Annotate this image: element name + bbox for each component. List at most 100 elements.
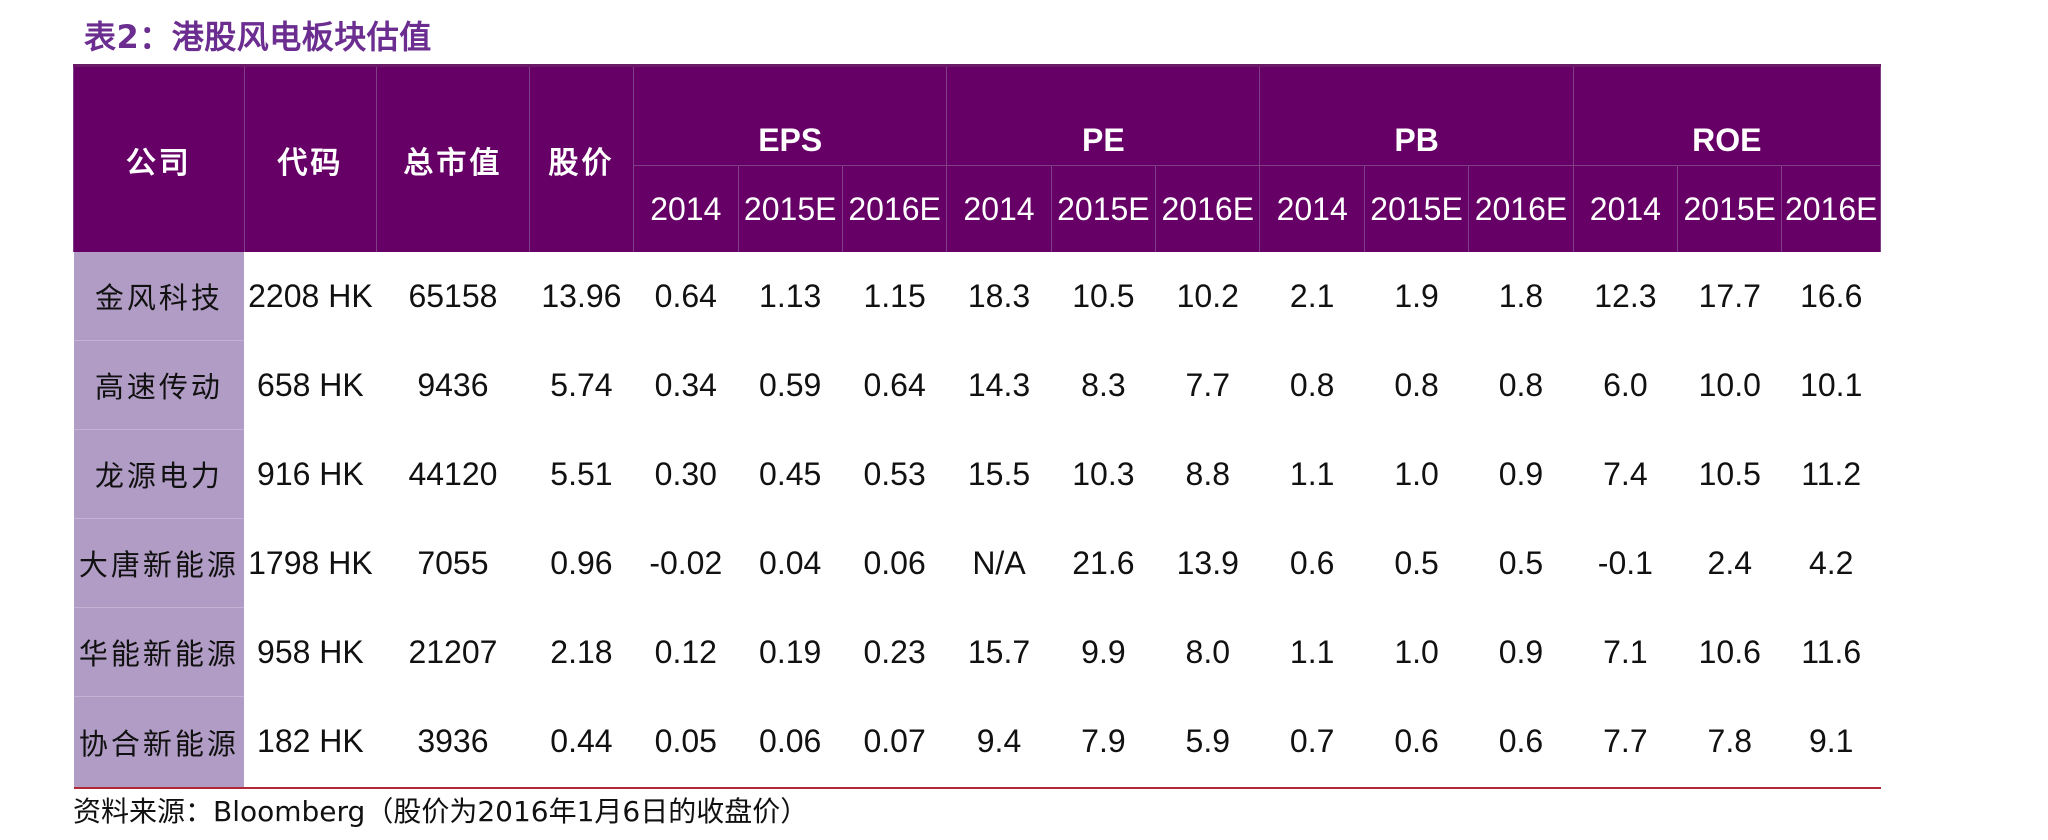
eps-2014: 0.12 bbox=[654, 633, 717, 670]
eps-2016e: 0.64 bbox=[863, 366, 926, 403]
header-group-pe: PE bbox=[946, 64, 1261, 166]
table-row: 大唐新能源 1798 HK 7055 0.96 -0.02 0.04 0.06 … bbox=[73, 518, 1881, 608]
roe-2016e: 9.1 bbox=[1781, 696, 1881, 789]
company-name: 龙源电力 bbox=[73, 429, 245, 519]
eps-2014: -0.02 bbox=[649, 544, 723, 581]
company-name: 高速传动 bbox=[73, 340, 245, 430]
company-name: 华能新能源 bbox=[73, 607, 245, 697]
eps-2015e: 0.04 bbox=[759, 544, 822, 581]
header-market-cap: 总市值 bbox=[376, 64, 530, 252]
header-group-pb: PB bbox=[1259, 64, 1574, 166]
pe-2014: 15.5 bbox=[967, 455, 1031, 492]
pb-2014: 1.1 bbox=[1289, 633, 1335, 670]
pb-2015e: 1.9 bbox=[1394, 277, 1439, 314]
eps-2016e: 0.23 bbox=[863, 633, 926, 670]
table-row: 金风科技 2208 HK 65158 13.96 0.64 1.13 1.15 … bbox=[73, 252, 1881, 341]
table-title: 表2：港股风电板块估值 bbox=[84, 18, 432, 56]
roe-2015e: 17.7 bbox=[1698, 277, 1761, 314]
header-group-roe: ROE bbox=[1572, 64, 1882, 166]
pb-2014: 0.7 bbox=[1259, 696, 1365, 789]
roe-2016e: 11.6 bbox=[1801, 633, 1862, 670]
pb-2015e: 1.0 bbox=[1394, 633, 1439, 670]
stock-price: 13.96 bbox=[541, 277, 622, 314]
market-cap: 7055 bbox=[417, 544, 489, 581]
pb-2016e: 0.6 bbox=[1468, 696, 1574, 789]
header-pb-2015e: 2015E bbox=[1363, 165, 1470, 252]
header-pe-2016e: 2016E bbox=[1155, 165, 1261, 252]
roe-2015e: 2.4 bbox=[1707, 544, 1752, 581]
eps-2016e: 0.53 bbox=[863, 455, 926, 492]
stock-code: 1798 HK bbox=[248, 544, 373, 581]
pb-2015e: 0.6 bbox=[1364, 696, 1469, 789]
roe-2016e: 4.2 bbox=[1808, 544, 1854, 581]
header-company: 公司 bbox=[73, 64, 245, 252]
pe-2015e: 7.9 bbox=[1051, 696, 1156, 789]
company-name: 协合新能源 bbox=[73, 696, 245, 789]
table-row: 华能新能源 958 HK 21207 2.18 0.12 0.19 0.23 1… bbox=[73, 607, 1881, 697]
stock-code: 658 HK bbox=[257, 366, 364, 403]
market-cap: 65158 bbox=[408, 277, 498, 314]
pe-2014: 15.7 bbox=[967, 633, 1031, 670]
eps-2014: 0.34 bbox=[654, 366, 717, 403]
eps-2015e: 1.13 bbox=[759, 277, 822, 314]
header-code: 代码 bbox=[243, 64, 378, 252]
pb-2014: 0.6 bbox=[1289, 544, 1335, 581]
pb-2015e: 1.0 bbox=[1394, 455, 1439, 492]
pb-2014: 0.8 bbox=[1289, 366, 1335, 403]
header-roe-2014: 2014 bbox=[1572, 165, 1679, 252]
pe-2016e: 10.2 bbox=[1176, 277, 1239, 314]
pe-2016e: 7.7 bbox=[1185, 366, 1231, 403]
roe-2015e: 10.0 bbox=[1698, 366, 1761, 403]
eps-2016e: 0.07 bbox=[842, 696, 947, 789]
roe-2015e: 7.8 bbox=[1677, 696, 1782, 789]
stock-price: 2.18 bbox=[550, 633, 613, 670]
header-eps-2014: 2014 bbox=[633, 165, 739, 252]
roe-2016e: 16.6 bbox=[1800, 277, 1863, 314]
valuation-table: 公司 代码 总市值 股价 EPS PE PB ROE 2014 2015E 20… bbox=[73, 64, 1882, 789]
market-cap: 44120 bbox=[408, 455, 498, 492]
header-pe-2015e: 2015E bbox=[1050, 165, 1157, 252]
pb-2015e: 0.8 bbox=[1394, 366, 1439, 403]
table-row: 龙源电力 916 HK 44120 5.51 0.30 0.45 0.53 15… bbox=[73, 429, 1881, 519]
roe-2015e: 10.5 bbox=[1698, 455, 1761, 492]
stock-price: 5.51 bbox=[550, 455, 613, 492]
roe-2015e: 10.6 bbox=[1698, 633, 1761, 670]
pb-2016e: 0.5 bbox=[1498, 544, 1544, 581]
pe-2015e: 9.9 bbox=[1081, 633, 1126, 670]
eps-2016e: 0.06 bbox=[863, 544, 926, 581]
pb-2016e: 0.9 bbox=[1498, 633, 1544, 670]
market-cap: 21207 bbox=[408, 633, 498, 670]
pb-2016e: 1.8 bbox=[1498, 277, 1544, 314]
roe-2014: 7.1 bbox=[1603, 633, 1648, 670]
eps-2016e: 1.15 bbox=[863, 277, 926, 314]
pe-2014: 14.3 bbox=[967, 366, 1031, 403]
header-eps-2015e: 2015E bbox=[737, 165, 843, 252]
stock-code: 182 HK bbox=[244, 696, 377, 789]
header-pe-2014: 2014 bbox=[946, 165, 1052, 252]
header-pb-2016e: 2016E bbox=[1468, 165, 1574, 252]
roe-2014: 7.7 bbox=[1573, 696, 1678, 789]
stock-code: 958 HK bbox=[257, 633, 364, 670]
stock-code: 916 HK bbox=[257, 455, 364, 492]
header-price: 股价 bbox=[528, 64, 635, 252]
source-note: 资料来源：Bloomberg（股价为2016年1月6日的收盘价） bbox=[73, 795, 809, 828]
stock-price: 0.44 bbox=[529, 696, 634, 789]
pb-2014: 2.1 bbox=[1289, 277, 1335, 314]
eps-2014: 0.64 bbox=[654, 277, 717, 314]
table-row: 协合新能源 182 HK 3936 0.44 0.05 0.06 0.07 9.… bbox=[73, 696, 1881, 789]
pe-2015e: 21.6 bbox=[1072, 544, 1135, 581]
roe-2014: 6.0 bbox=[1603, 366, 1648, 403]
header-roe-2015e: 2015E bbox=[1677, 165, 1783, 252]
roe-2016e: 11.2 bbox=[1801, 455, 1862, 492]
roe-2014: 7.4 bbox=[1603, 455, 1648, 492]
roe-2016e: 10.1 bbox=[1800, 366, 1863, 403]
eps-2015e: 0.06 bbox=[738, 696, 843, 789]
pe-2015e: 10.5 bbox=[1072, 277, 1135, 314]
market-cap: 9436 bbox=[417, 366, 489, 403]
eps-2014: 0.05 bbox=[633, 696, 738, 789]
roe-2014: -0.1 bbox=[1597, 544, 1653, 581]
pe-2016e: 5.9 bbox=[1155, 696, 1260, 789]
company-name: 大唐新能源 bbox=[73, 518, 245, 608]
eps-2015e: 0.59 bbox=[759, 366, 822, 403]
pe-2014: 9.4 bbox=[946, 696, 1052, 789]
